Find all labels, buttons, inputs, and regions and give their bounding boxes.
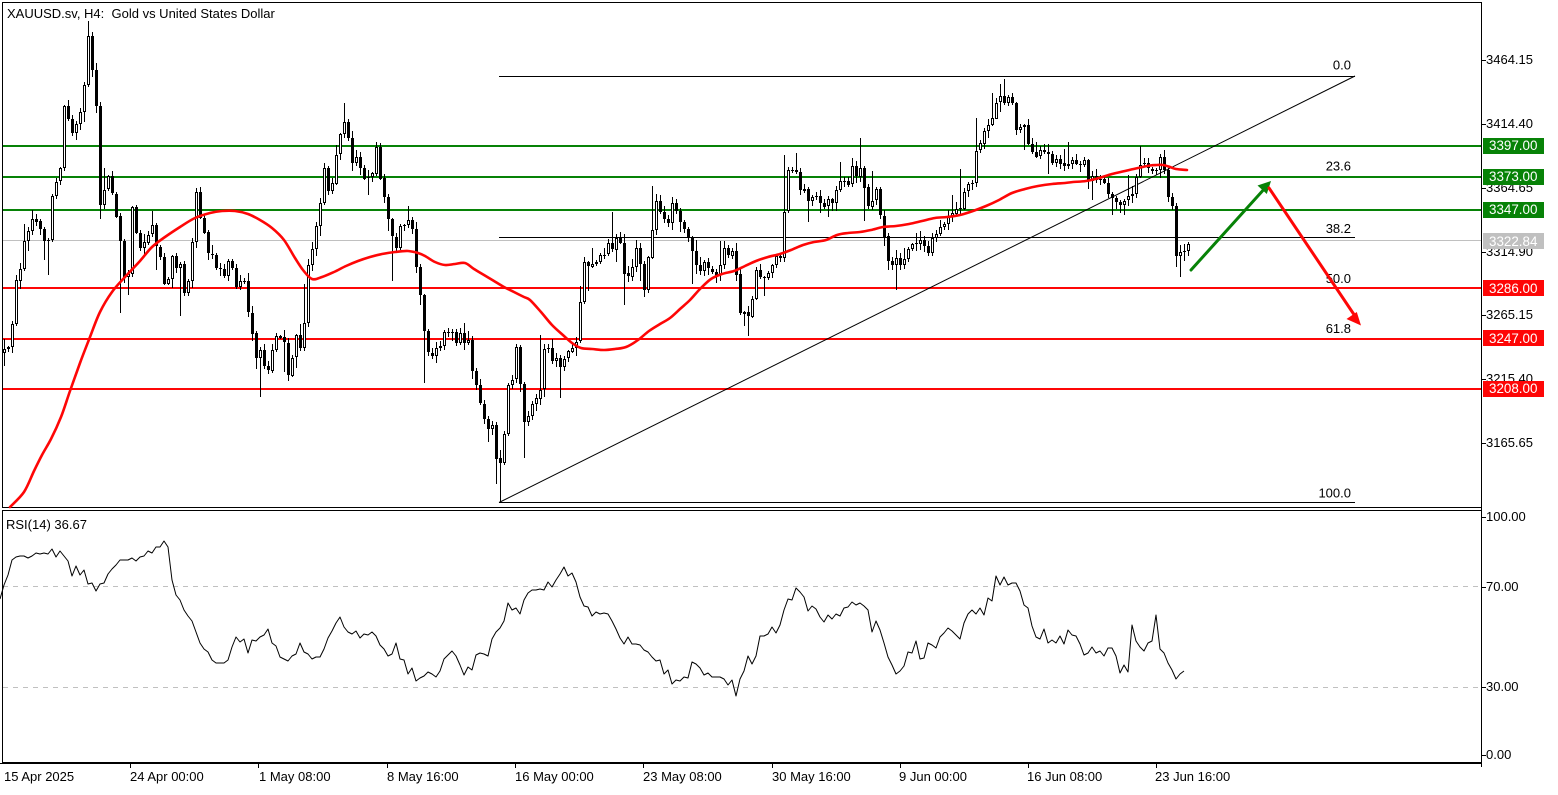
svg-text:3286.00: 3286.00 (1489, 281, 1537, 296)
svg-text:3165.65: 3165.65 (1486, 435, 1533, 450)
svg-text:XAUUSD.sv, H4: Gold vs United: XAUUSD.sv, H4: Gold vs United States Dol… (7, 6, 275, 21)
svg-text:1 May 08:00: 1 May 08:00 (259, 769, 331, 784)
svg-text:3414.40: 3414.40 (1486, 116, 1533, 131)
svg-text:3397.00: 3397.00 (1489, 138, 1537, 153)
svg-text:23.6: 23.6 (1326, 159, 1351, 174)
svg-text:3464.15: 3464.15 (1486, 52, 1533, 67)
svg-text:3247.00: 3247.00 (1489, 331, 1537, 346)
svg-text:38.2: 38.2 (1326, 221, 1351, 236)
svg-text:3347.00: 3347.00 (1489, 202, 1537, 217)
svg-text:30.00: 30.00 (1486, 679, 1519, 694)
svg-text:3265.15: 3265.15 (1486, 307, 1533, 322)
svg-text:24 Apr 00:00: 24 Apr 00:00 (130, 769, 204, 784)
svg-text:3322.84: 3322.84 (1489, 234, 1538, 249)
svg-text:3208.00: 3208.00 (1489, 381, 1537, 396)
svg-text:16 May 00:00: 16 May 00:00 (515, 769, 594, 784)
svg-text:30 May 16:00: 30 May 16:00 (772, 769, 851, 784)
svg-text:9 Jun 00:00: 9 Jun 00:00 (899, 769, 967, 784)
svg-text:3373.00: 3373.00 (1489, 169, 1537, 184)
svg-text:16 Jun 08:00: 16 Jun 08:00 (1027, 769, 1102, 784)
svg-text:70.00: 70.00 (1486, 579, 1519, 594)
svg-text:0.0: 0.0 (1333, 58, 1351, 73)
svg-text:8 May 16:00: 8 May 16:00 (387, 769, 459, 784)
svg-text:23 Jun 16:00: 23 Jun 16:00 (1155, 769, 1230, 784)
svg-text:RSI(14) 36.67: RSI(14) 36.67 (6, 517, 87, 532)
svg-text:23 May 08:00: 23 May 08:00 (643, 769, 722, 784)
svg-text:0.00: 0.00 (1486, 747, 1511, 762)
svg-text:61.8: 61.8 (1326, 321, 1351, 336)
svg-text:100.00: 100.00 (1486, 509, 1526, 524)
svg-text:15 Apr 2025: 15 Apr 2025 (4, 769, 74, 784)
svg-text:100.0: 100.0 (1318, 486, 1351, 501)
